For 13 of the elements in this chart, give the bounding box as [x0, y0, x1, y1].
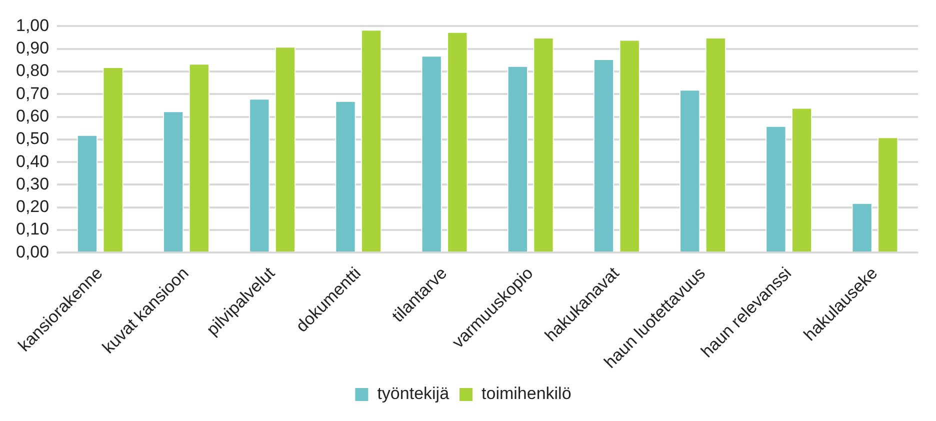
y-tick-label: 0,60 — [16, 106, 50, 126]
y-tick-label: 0,20 — [16, 197, 50, 216]
y-tick-label: 0,40 — [16, 152, 50, 171]
y-tick-label: 0,80 — [16, 61, 50, 80]
y-tick-label: 0,10 — [16, 220, 50, 239]
legend-label: työntekijä — [377, 384, 450, 404]
y-tick-label: 1,00 — [16, 16, 50, 35]
legend-label: toimihenkilö — [482, 384, 572, 404]
y-tick-label: 0,70 — [16, 84, 50, 103]
y-tick-label: 0,30 — [16, 174, 50, 194]
y-tick-label: 0,90 — [16, 38, 50, 58]
y-tick-label: 0,50 — [16, 129, 50, 148]
y-tick-label: 0,00 — [16, 242, 50, 262]
